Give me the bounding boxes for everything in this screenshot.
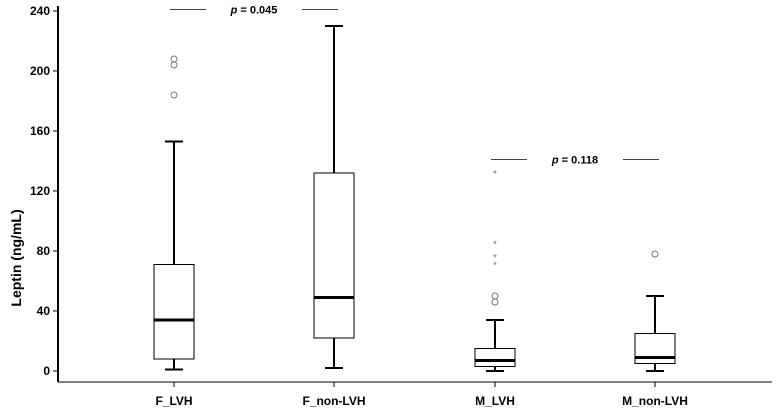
iqr-box: [313, 172, 355, 339]
iqr-box: [474, 348, 516, 367]
p-value-label: p = 0.118: [551, 155, 598, 167]
box-group-m-lvh: ****: [474, 169, 516, 372]
p-symbol: p: [230, 5, 238, 17]
boxes-layer: ****: [153, 25, 676, 372]
outlier-star: *: [493, 261, 497, 272]
outlier-circle: [491, 298, 499, 306]
x-tick-label: M_LVH: [475, 394, 515, 408]
outlier-circle: [491, 292, 499, 300]
y-tick-label: 120: [30, 184, 50, 198]
outlier-star: *: [493, 169, 497, 180]
x-tick-label: F_non-LVH: [302, 394, 365, 408]
y-tick-label: 0: [43, 364, 50, 378]
x-tick-label: F_LVH: [155, 394, 192, 408]
y-axis-title: Leptin (ng/mL): [8, 209, 24, 306]
outlier-star: *: [493, 240, 497, 251]
significance-annotation: p = 0.045: [170, 5, 338, 17]
outlier-circle: [170, 91, 178, 99]
y-tick-label: 80: [37, 244, 51, 258]
y-tick-label: 160: [30, 124, 50, 138]
p-value: = 0.045: [237, 5, 277, 17]
y-tick-label: 40: [37, 304, 51, 318]
box-group-f-non-lvh: [313, 25, 355, 369]
iqr-box: [153, 264, 195, 360]
outlier-circle: [170, 55, 178, 63]
p-value-label: p = 0.045: [230, 5, 278, 17]
y-tick-label: 200: [30, 64, 50, 78]
box-group-f-lvh: [153, 55, 195, 371]
box-group-m-non-lvh: [634, 250, 676, 372]
outlier-circle: [170, 61, 178, 69]
x-tick-label: M_non-LVH: [622, 394, 688, 408]
outlier-circle: [651, 250, 659, 258]
outlier-star: *: [493, 253, 497, 264]
p-symbol: p: [551, 155, 559, 167]
y-tick-label: 240: [30, 4, 50, 18]
axes-layer: 0 40 80 120 160 200 240 F_LVH F_non-LVH M_LVH M_no…: [30, 4, 772, 408]
significance-annotation: p = 0.118: [491, 155, 659, 167]
p-value: = 0.118: [559, 155, 598, 167]
